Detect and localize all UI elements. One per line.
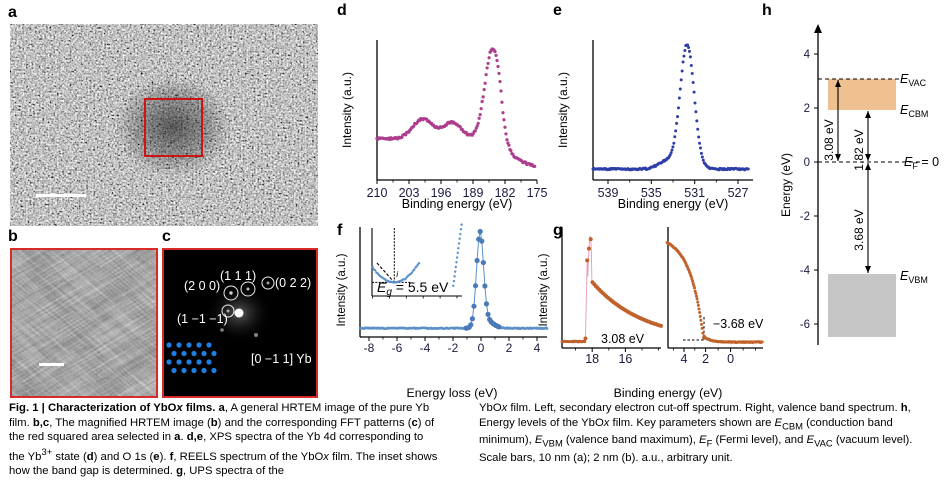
svg-text:(2 0 0): (2 0 0)	[184, 279, 220, 293]
svg-text:Energy (eV): Energy (eV)	[779, 153, 793, 217]
svg-text:Binding energy (eV): Binding energy (eV)	[614, 386, 723, 400]
svg-text:4: 4	[804, 49, 811, 61]
svg-text:Intensity (a.u.): Intensity (a.u.)	[538, 253, 550, 326]
svg-text:0: 0	[478, 341, 485, 355]
svg-text:Binding energy (eV): Binding energy (eV)	[402, 197, 512, 211]
svg-text:-6: -6	[392, 341, 403, 355]
svg-text:−3.68 eV: −3.68 eV	[713, 317, 764, 331]
svg-text:ECBM: ECBM	[900, 103, 928, 119]
svg-text:(1 −1 −1): (1 −1 −1)	[177, 312, 228, 326]
svg-text:-8: -8	[364, 341, 375, 355]
svg-text:2: 2	[702, 352, 709, 366]
svg-text:[0 −1 1] Yb: [0 −1 1] Yb	[251, 352, 312, 366]
svg-text:2: 2	[804, 103, 810, 115]
svg-text:-2: -2	[800, 211, 810, 223]
svg-text:0: 0	[804, 157, 810, 169]
svg-text:Intensity (a.u.): Intensity (a.u.)	[556, 72, 570, 148]
svg-text:175: 175	[527, 186, 547, 200]
svg-text:527: 527	[728, 186, 749, 200]
svg-text:210: 210	[367, 186, 388, 200]
svg-text:2: 2	[506, 341, 513, 355]
svg-text:EF = 0: EF = 0	[904, 155, 939, 171]
svg-text:4: 4	[681, 352, 688, 366]
svg-text:Binding energy (eV): Binding energy (eV)	[618, 197, 728, 211]
svg-text:16: 16	[618, 352, 632, 366]
svg-text:-4: -4	[420, 341, 431, 355]
svg-text:Intensity (a.u.): Intensity (a.u.)	[336, 253, 348, 326]
svg-text:0: 0	[727, 352, 734, 366]
svg-text:i: i	[396, 269, 399, 279]
svg-text:(1 1 1): (1 1 1)	[220, 269, 256, 283]
svg-text:-6: -6	[800, 319, 810, 331]
svg-text:(0 2 2): (0 2 2)	[275, 276, 311, 290]
svg-text:Energy loss (eV): Energy loss (eV)	[407, 386, 498, 400]
svg-text:EVBM: EVBM	[900, 269, 928, 285]
svg-text:-4: -4	[800, 265, 811, 277]
svg-text:3.08 eV: 3.08 eV	[601, 332, 645, 346]
svg-text:3.68 eV: 3.68 eV	[852, 209, 866, 250]
svg-text:539: 539	[598, 186, 619, 200]
svg-text:-2: -2	[448, 341, 459, 355]
svg-text:18: 18	[585, 352, 599, 366]
svg-text:EVAC: EVAC	[900, 72, 927, 88]
svg-text:3.08 eV: 3.08 eV	[822, 119, 836, 160]
svg-text:1.82 eV: 1.82 eV	[852, 129, 866, 170]
svg-text:Intensity (a.u.): Intensity (a.u.)	[340, 72, 354, 148]
svg-text:4: 4	[534, 341, 541, 355]
